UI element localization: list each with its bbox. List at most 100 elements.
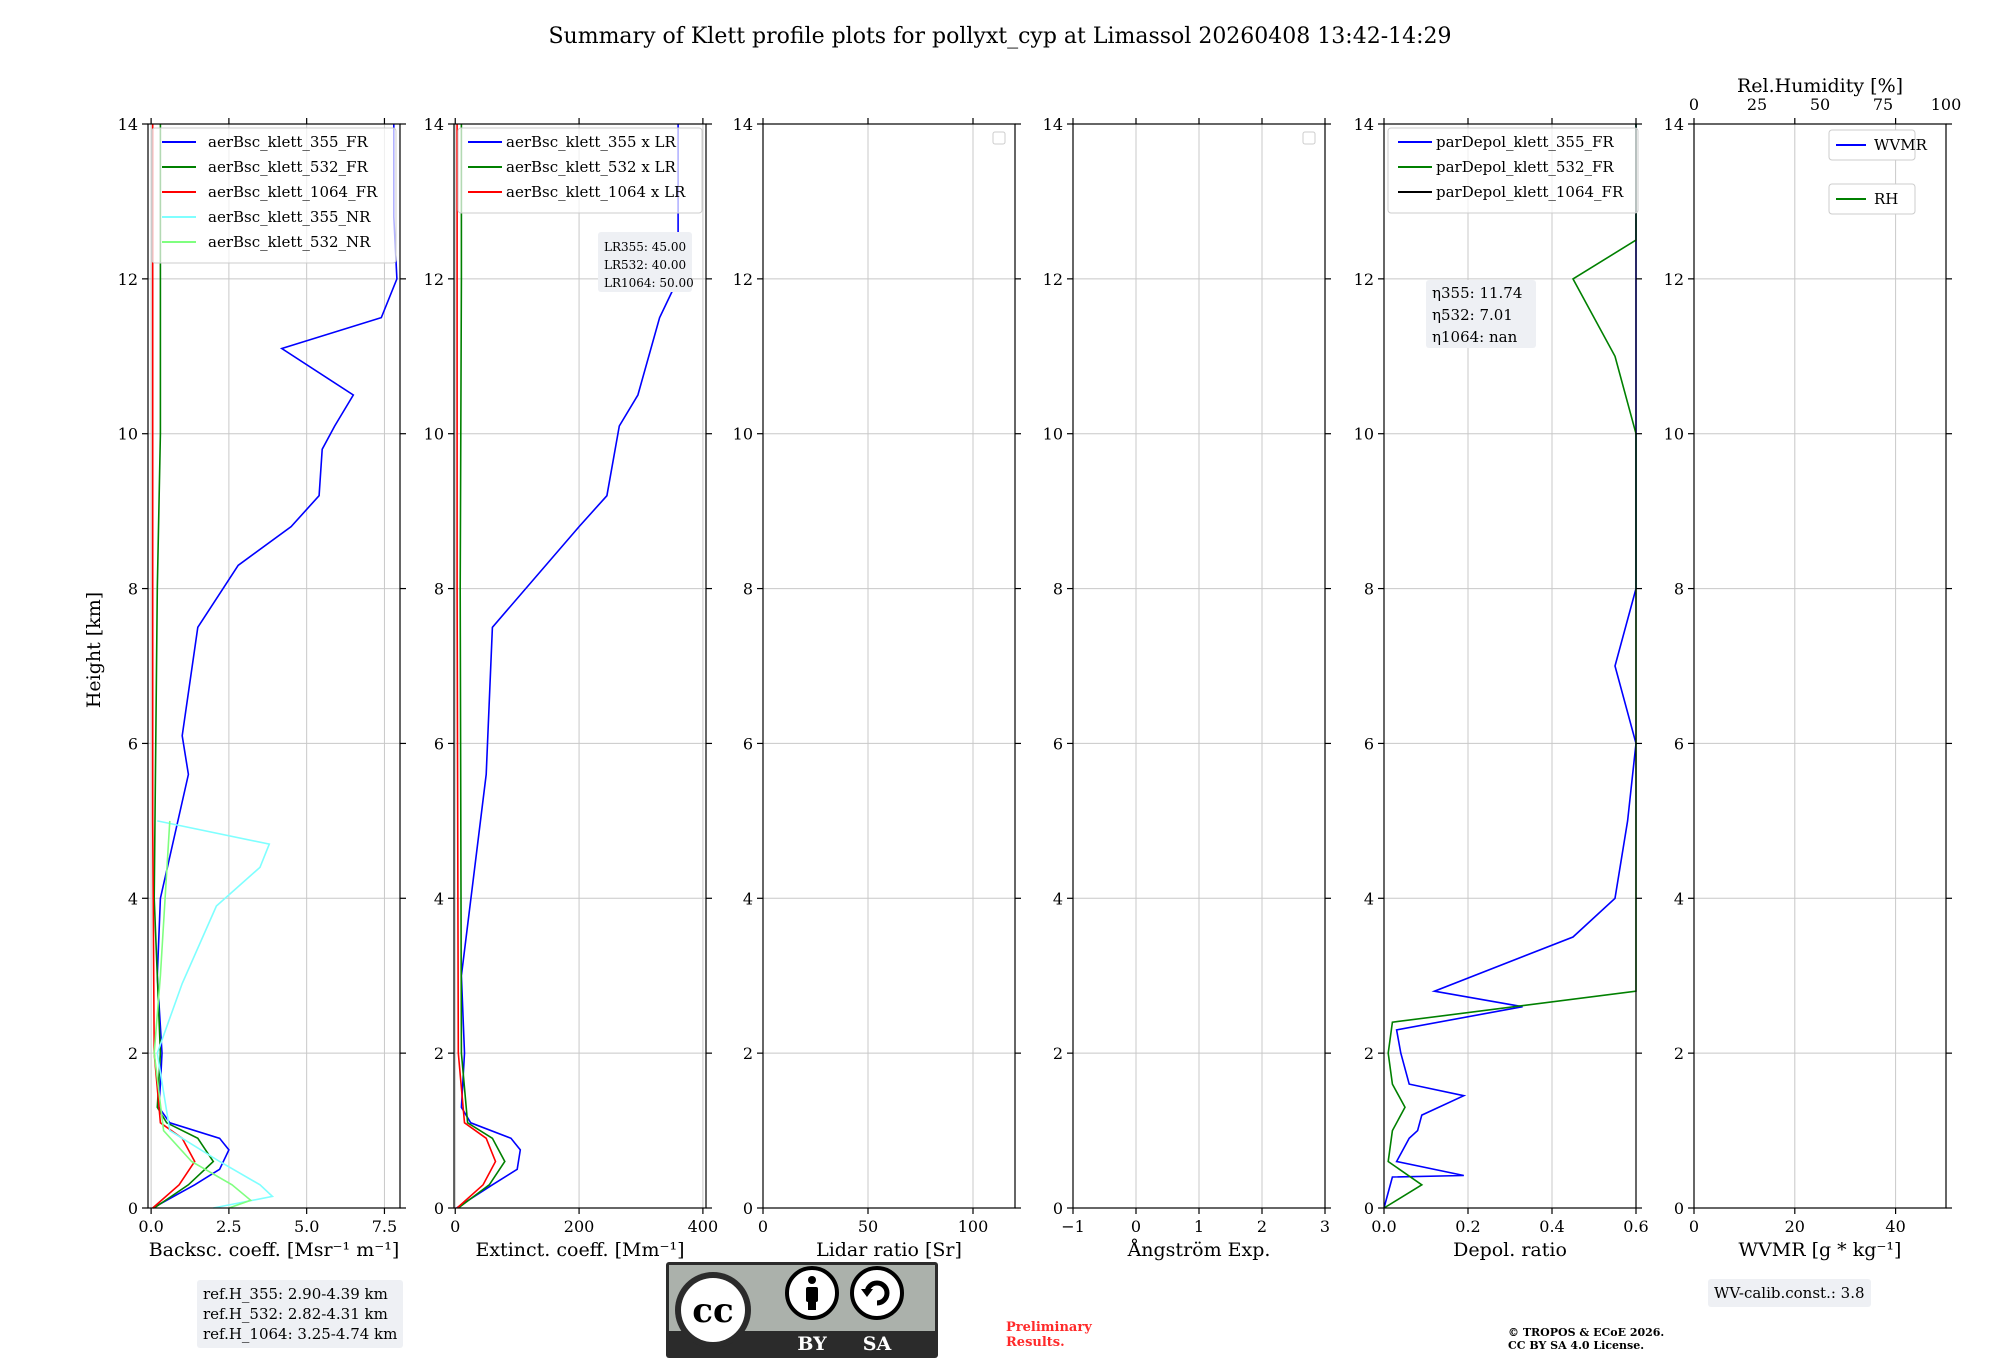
- y-tick-label: 12: [1664, 270, 1684, 289]
- ref-height-355: ref.H_355: 2.90-4.39 km: [203, 1285, 388, 1303]
- y-tick-label: 14: [118, 115, 138, 134]
- empty-legend-box: [992, 131, 1006, 145]
- y-tick-label: 6: [434, 734, 444, 753]
- x-tick-label: 3: [1320, 1217, 1330, 1236]
- y-tick-label: 12: [424, 270, 444, 289]
- y-tick-label: 2: [743, 1044, 753, 1063]
- sa-icon: [850, 1266, 904, 1320]
- legend-box: [1387, 127, 1639, 214]
- x-tick-label: 2.5: [216, 1217, 241, 1236]
- legend-entry: aerBsc_klett_1064 x LR: [506, 183, 686, 201]
- x-tick-label: 0: [1131, 1217, 1141, 1236]
- x-tick-label: 2: [1257, 1217, 1267, 1236]
- series-line-aerBsc_klett_355_NR: [156, 820, 275, 1209]
- x-axis-label: Ångström Exp.: [1127, 1239, 1271, 1261]
- sa-label: SA: [863, 1333, 892, 1355]
- y-tick-label: 0: [1364, 1199, 1374, 1218]
- y-tick-label: 6: [1053, 734, 1063, 753]
- preliminary-line-2: Results.: [1006, 1335, 1065, 1350]
- x-tick-label: 0: [1689, 1217, 1699, 1236]
- y-tick-label: 8: [1364, 580, 1374, 599]
- y-tick-label: 0: [743, 1199, 753, 1218]
- legend-box: [457, 127, 703, 214]
- x-axis-label: Backsc. coeff. [Msr⁻¹ m⁻¹]: [149, 1239, 400, 1261]
- x-tick-label: 100: [958, 1217, 989, 1236]
- y-tick-label: 14: [1664, 115, 1684, 134]
- x-tick-label: 7.5: [372, 1217, 397, 1236]
- legend-entry-WVMR: WVMR: [1874, 136, 1928, 154]
- copyright-line-1: © TROPOS & ECoE 2026.: [1508, 1326, 1665, 1339]
- reference-heights-box: ref.H_355: 2.90-4.39 km ref.H_532: 2.82-…: [197, 1280, 404, 1348]
- legend-entry-RH: RH: [1874, 190, 1898, 208]
- y-tick-label: 0: [1674, 1199, 1684, 1218]
- legend-entry: aerBsc_klett_355 x LR: [506, 133, 677, 151]
- y-tick-label: 6: [1674, 734, 1684, 753]
- y-tick-label: 12: [1043, 270, 1063, 289]
- y-tick-label: 8: [1674, 580, 1684, 599]
- y-tick-label: 2: [1053, 1044, 1063, 1063]
- preliminary-line-1: Preliminary: [1006, 1320, 1092, 1335]
- legend-entry: parDepol_klett_355_FR: [1436, 133, 1614, 151]
- legend-entry: aerBsc_klett_532_FR: [208, 158, 368, 176]
- y-tick-label: 10: [424, 425, 444, 444]
- x-tick-label: 1: [1194, 1217, 1204, 1236]
- sa-icon-arrow: [861, 1289, 873, 1297]
- eta-entry: η532: 7.01: [1432, 306, 1513, 324]
- x-tick-label: 0.6: [1623, 1217, 1648, 1236]
- figure-title: Summary of Klett profile plots for polly…: [548, 24, 1451, 49]
- y-tick-label: 8: [128, 580, 138, 599]
- lidar-ratio-box: [598, 232, 692, 292]
- legend-entry: parDepol_klett_532_FR: [1436, 158, 1614, 176]
- by-label: BY: [797, 1333, 827, 1355]
- y-tick-label: 12: [733, 270, 753, 289]
- eta-entry: η1064: nan: [1432, 328, 1518, 346]
- y-tick-label: 12: [1354, 270, 1374, 289]
- x-tick-label: 0.0: [138, 1217, 163, 1236]
- y-tick-label: 4: [1364, 889, 1374, 908]
- y-tick-label: 10: [1664, 425, 1684, 444]
- x-axis-label: Depol. ratio: [1453, 1239, 1567, 1261]
- series-line-aerBsc_klett_355 x LR: [456, 124, 679, 1209]
- x-tick-label: 0.4: [1539, 1217, 1564, 1236]
- y-tick-label: 2: [434, 1044, 444, 1063]
- axes-frame: [147, 123, 401, 1209]
- y-tick-label: 4: [434, 889, 444, 908]
- panel-depol: 0.0 0.2 0.4 0.6 0 2 4 6 8 10 12 14 Depol. ratio parDe…: [1354, 115, 1649, 1261]
- y-tick-label: 14: [733, 115, 753, 134]
- sa-icon-arc: [864, 1280, 890, 1306]
- y-tick-label: 2: [1674, 1044, 1684, 1063]
- y-tick-label: 6: [1364, 734, 1374, 753]
- x-tick-label: 0.2: [1455, 1217, 1480, 1236]
- legend-entry: parDepol_klett_1064_FR: [1436, 183, 1624, 201]
- x-tick-label: 400: [688, 1217, 719, 1236]
- series-line-aerBsc_klett_532_FR: [153, 124, 215, 1209]
- y-axis-label: Height [km]: [83, 592, 105, 708]
- axes-frame: [1383, 123, 1637, 1209]
- y-tick-label: 0: [1053, 1199, 1063, 1218]
- legend-entry: aerBsc_klett_532_NR: [208, 233, 371, 251]
- panel-extinction: 0 200 400 0 2 4 6 8 10 12 14 Extinct. coeff. [Mm⁻¹]…: [424, 115, 719, 1261]
- y-tick-label: 8: [434, 580, 444, 599]
- y-tick-label: 4: [1674, 889, 1684, 908]
- series-line-aerBsc_klett_532 x LR: [457, 124, 506, 1209]
- cc-license-badge: cc BY SA: [666, 1262, 938, 1358]
- panel-backscatter: 0.0 2.5 5.0 7.5 0 2 4 6 8 10 12 14 Backsc. coeff. [M…: [118, 115, 406, 1261]
- panel-lidar_ratio: 0 50 100 0 2 4 6 8 10 12 14 Lidar ratio [Sr]: [733, 115, 1021, 1261]
- x-tick-label: 40: [1885, 1217, 1905, 1236]
- cc-logo-text: cc: [692, 1291, 733, 1331]
- x-axis-label: Lidar ratio [Sr]: [816, 1239, 962, 1261]
- x-axis-label: Extinct. coeff. [Mm⁻¹]: [475, 1239, 684, 1261]
- top-x-tick-label: 75: [1873, 95, 1893, 114]
- y-tick-label: 4: [128, 889, 138, 908]
- lidar-ratio-entry: LR355: 45.00: [604, 240, 686, 254]
- top-x-tick-label: 100: [1931, 95, 1962, 114]
- y-tick-label: 2: [1364, 1044, 1374, 1063]
- y-tick-label: 10: [1043, 425, 1063, 444]
- top-x-tick-label: 50: [1810, 95, 1830, 114]
- y-tick-label: 8: [1053, 580, 1063, 599]
- copyright-line-2: CC BY SA 4.0 License.: [1508, 1339, 1645, 1352]
- y-tick-label: 4: [743, 889, 753, 908]
- legend-entry: aerBsc_klett_1064_FR: [208, 183, 378, 201]
- by-icon-body: [806, 1287, 818, 1302]
